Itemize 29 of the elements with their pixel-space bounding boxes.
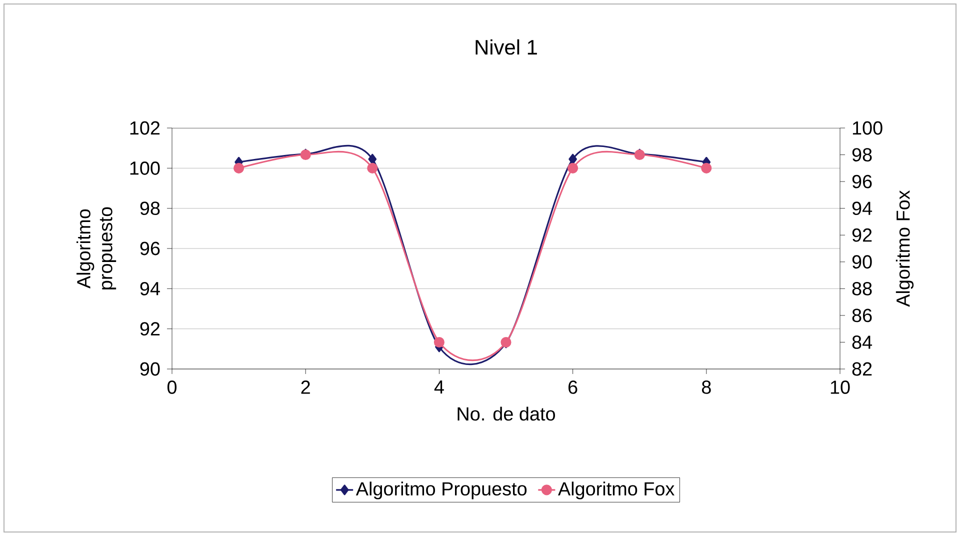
y2-tick-label: 88 bbox=[852, 282, 872, 296]
x-tick-label: 0 bbox=[167, 380, 177, 394]
y-tick-label: 100 bbox=[130, 161, 160, 175]
y2-tick-label: 100 bbox=[852, 121, 882, 135]
x-tick-label: 10 bbox=[830, 380, 850, 394]
x-tick-label: 6 bbox=[568, 380, 578, 394]
legend-label: Algoritmo Fox bbox=[558, 482, 674, 500]
y2-tick-label: 84 bbox=[852, 336, 872, 349]
y2-tick-label: 86 bbox=[852, 308, 872, 322]
y2-tick-label: 98 bbox=[852, 148, 872, 162]
y-tick-label: 94 bbox=[140, 282, 160, 296]
y2-tick-label: 90 bbox=[852, 255, 872, 269]
legend-label: Algoritmo Propuesto bbox=[356, 482, 527, 500]
y2-tick-label: 96 bbox=[852, 174, 872, 188]
y2-axis-title: Algoritmo Fox bbox=[896, 190, 914, 307]
x-tick-label: 4 bbox=[434, 380, 444, 394]
y-tick-label: 92 bbox=[140, 322, 160, 336]
y-tick-label: 98 bbox=[140, 202, 160, 216]
y-tick-label: 90 bbox=[140, 362, 160, 376]
y-axis-title: Algoritmo propuesto bbox=[76, 207, 116, 290]
x-tick-label: 2 bbox=[301, 380, 310, 394]
y-tick-label: 102 bbox=[130, 121, 160, 135]
y-tick-label: 96 bbox=[140, 242, 160, 256]
y2-tick-label: 94 bbox=[852, 202, 872, 216]
y2-tick-label: 92 bbox=[852, 228, 872, 242]
chart-title: Nivel 1 bbox=[476, 39, 537, 55]
x-axis-title: No. de dato bbox=[458, 406, 556, 421]
x-tick-label: 8 bbox=[702, 380, 711, 394]
y2-tick-label: 82 bbox=[852, 362, 872, 376]
